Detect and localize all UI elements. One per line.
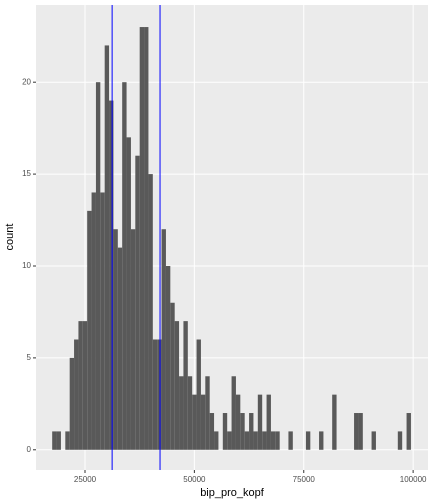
bar [196, 339, 201, 450]
bar [358, 413, 363, 450]
bar [148, 174, 153, 450]
bar [95, 82, 101, 450]
bar [209, 413, 215, 450]
bar [56, 431, 61, 450]
bar [179, 376, 184, 450]
bar [91, 192, 96, 450]
bar [257, 394, 263, 450]
bar [371, 431, 376, 450]
bar [130, 229, 136, 450]
bar [174, 321, 180, 450]
bar [87, 210, 92, 450]
bar [161, 229, 166, 450]
bar [126, 137, 131, 450]
bar [249, 413, 254, 450]
y-tick-label: 0 [27, 445, 32, 454]
bar [235, 394, 241, 450]
x-tick-label: 100000 [400, 475, 427, 484]
bar [113, 229, 118, 450]
bar [187, 376, 193, 450]
bar [305, 431, 311, 450]
bar [406, 413, 411, 450]
bar [319, 431, 324, 450]
x-axis-title: bip_pro_kopf [200, 487, 265, 499]
bar [354, 413, 359, 450]
bar [332, 394, 337, 450]
bar [117, 247, 123, 450]
y-tick-label: 20 [22, 77, 31, 86]
bar [192, 394, 197, 450]
y-tick-label: 5 [27, 353, 32, 362]
bar [214, 431, 219, 450]
bar [205, 376, 210, 450]
bar [240, 413, 245, 450]
bar [275, 431, 280, 450]
bar [170, 302, 175, 450]
bar [200, 394, 206, 450]
bar [74, 339, 79, 450]
bar [165, 265, 171, 450]
bar [52, 431, 57, 450]
x-tick-label: 25000 [74, 475, 97, 484]
bar [231, 376, 236, 450]
bar [100, 192, 105, 450]
bar [65, 431, 70, 450]
bar [253, 431, 258, 450]
bar [104, 45, 110, 450]
bar [78, 321, 83, 450]
bar [244, 431, 250, 450]
bar [152, 339, 158, 450]
bar [69, 357, 75, 450]
bar [144, 27, 149, 450]
bar [82, 321, 88, 450]
bar [135, 155, 140, 450]
bar [270, 431, 276, 450]
y-tick-label: 15 [22, 169, 31, 178]
bar [183, 321, 188, 450]
y-tick-label: 10 [22, 261, 31, 270]
bar [109, 100, 114, 450]
bar [157, 339, 162, 450]
bar [288, 431, 293, 450]
x-tick-label: 50000 [183, 475, 206, 484]
bar [222, 413, 228, 450]
x-tick-label: 75000 [293, 475, 316, 484]
y-axis-title: count [4, 224, 16, 251]
bar [397, 431, 403, 450]
bar [227, 431, 232, 450]
bar [266, 394, 271, 450]
bar [139, 27, 145, 450]
bar [122, 82, 127, 450]
bar [262, 431, 267, 450]
